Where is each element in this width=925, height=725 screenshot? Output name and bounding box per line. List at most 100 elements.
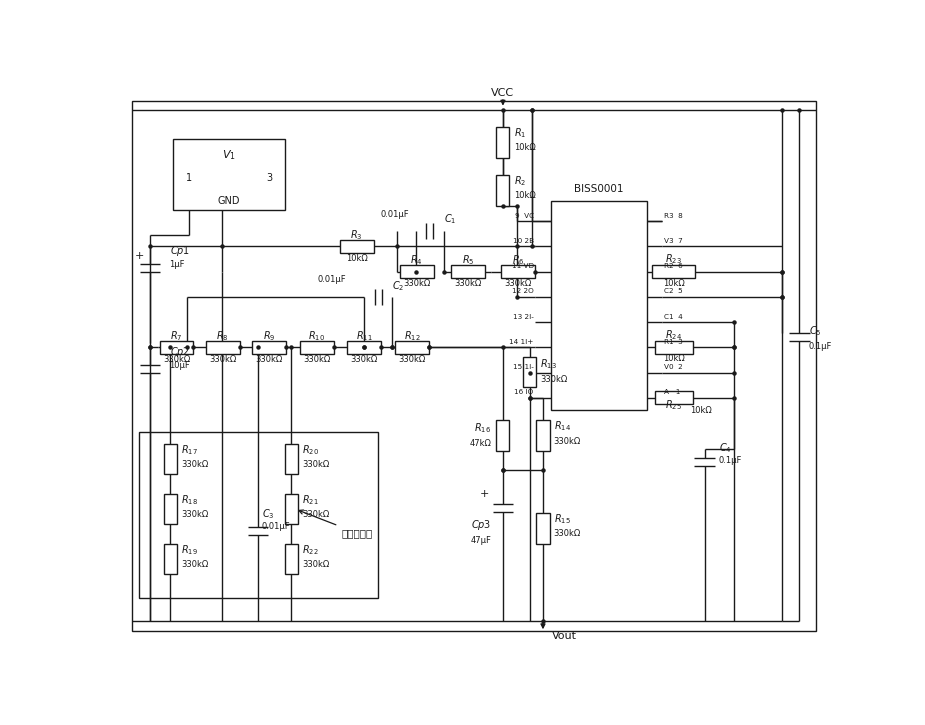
Text: 11 VD: 11 VD <box>512 263 534 269</box>
Text: 16 IO: 16 IO <box>514 389 534 395</box>
Text: R1  3: R1 3 <box>664 339 683 345</box>
Text: 10kΩ: 10kΩ <box>690 407 711 415</box>
Text: R3  8: R3 8 <box>664 212 683 219</box>
Text: $R_{12}$: $R_{12}$ <box>403 329 420 343</box>
Text: $R_4$: $R_4$ <box>411 253 423 267</box>
Text: 10kΩ: 10kΩ <box>513 144 536 152</box>
Text: VCC: VCC <box>491 88 514 98</box>
Text: 1μF: 1μF <box>169 260 185 268</box>
Text: 330kΩ: 330kΩ <box>303 355 330 364</box>
Text: $R_5$: $R_5$ <box>462 253 475 267</box>
Text: $R_7$: $R_7$ <box>170 329 183 343</box>
Text: R2  6: R2 6 <box>664 263 683 269</box>
Bar <box>205 341 240 354</box>
Text: $R_{21}$: $R_{21}$ <box>302 493 319 507</box>
Bar <box>285 444 298 474</box>
Text: $C_3$: $C_3$ <box>262 507 275 521</box>
Text: $R_{10}$: $R_{10}$ <box>308 329 325 343</box>
Bar <box>536 513 549 544</box>
Text: 13 2I-: 13 2I- <box>512 314 534 320</box>
Text: $C_1$: $C_1$ <box>444 212 456 226</box>
Text: $Cp3$: $Cp3$ <box>471 518 491 532</box>
Text: 10kΩ: 10kΩ <box>663 355 684 363</box>
Text: 330kΩ: 330kΩ <box>181 560 208 569</box>
Text: 330kΩ: 330kΩ <box>302 560 329 569</box>
Text: $R_2$: $R_2$ <box>513 174 526 188</box>
Text: 10μF: 10μF <box>169 360 191 370</box>
Text: $Cp2$: $Cp2$ <box>169 345 190 359</box>
Bar <box>140 432 378 597</box>
Text: 0.01μF: 0.01μF <box>262 522 290 531</box>
Text: $R_{18}$: $R_{18}$ <box>181 493 198 507</box>
Text: V0  2: V0 2 <box>664 364 683 370</box>
Bar <box>524 357 536 387</box>
Text: 9  VC: 9 VC <box>514 212 534 219</box>
Text: 330kΩ: 330kΩ <box>505 279 532 289</box>
Bar <box>536 420 549 451</box>
Text: $V_1$: $V_1$ <box>222 148 236 162</box>
Bar <box>159 341 193 354</box>
Text: 15 1I-: 15 1I- <box>512 364 534 370</box>
Text: $C_5$: $C_5$ <box>808 324 821 338</box>
Text: 10kΩ: 10kΩ <box>513 191 536 200</box>
Text: V3  7: V3 7 <box>664 238 683 244</box>
Text: 330kΩ: 330kΩ <box>554 436 581 446</box>
Text: GND: GND <box>218 196 240 206</box>
Bar <box>339 240 374 253</box>
Text: 10kΩ: 10kΩ <box>663 278 684 288</box>
Text: 14 1I+: 14 1I+ <box>510 339 534 345</box>
Text: 3: 3 <box>266 173 273 183</box>
Bar <box>497 175 510 206</box>
Text: 0.1μF: 0.1μF <box>808 342 832 351</box>
Text: A   1: A 1 <box>664 389 680 395</box>
Text: 12 2O: 12 2O <box>512 289 534 294</box>
Text: $R_{16}$: $R_{16}$ <box>475 421 491 435</box>
Text: 330kΩ: 330kΩ <box>399 355 426 364</box>
Text: $R_{20}$: $R_{20}$ <box>302 443 319 457</box>
Text: $R_6$: $R_6$ <box>512 253 524 267</box>
Bar <box>501 265 536 278</box>
Bar <box>164 444 177 474</box>
Text: 330kΩ: 330kΩ <box>351 355 378 364</box>
Text: $R_{25}$: $R_{25}$ <box>665 398 683 412</box>
Text: 330kΩ: 330kΩ <box>181 510 208 519</box>
Text: 330kΩ: 330kΩ <box>163 355 190 364</box>
Bar <box>550 201 647 410</box>
Text: 0.1μF: 0.1μF <box>719 456 742 465</box>
Text: 330kΩ: 330kΩ <box>455 279 482 289</box>
Bar <box>173 139 285 210</box>
Bar <box>285 544 298 574</box>
Bar <box>655 392 693 405</box>
Text: C1  4: C1 4 <box>664 314 683 320</box>
Bar <box>285 494 298 524</box>
Bar <box>652 265 696 278</box>
Text: 330kΩ: 330kΩ <box>540 375 567 384</box>
Text: $R_9$: $R_9$ <box>263 329 275 343</box>
Text: $C_4$: $C_4$ <box>719 442 732 455</box>
Bar <box>300 341 334 354</box>
Text: $R_1$: $R_1$ <box>513 126 526 140</box>
Bar <box>451 265 486 278</box>
Bar <box>348 341 381 354</box>
Bar <box>655 341 693 354</box>
Text: $R_{17}$: $R_{17}$ <box>181 443 198 457</box>
Text: 0.01μF: 0.01μF <box>381 210 410 218</box>
Text: Vout: Vout <box>552 631 577 641</box>
Text: 1: 1 <box>186 173 191 183</box>
Text: $R_{19}$: $R_{19}$ <box>181 543 198 557</box>
Text: 330kΩ: 330kΩ <box>554 529 581 538</box>
Text: +: + <box>135 252 144 262</box>
Text: 10kΩ: 10kΩ <box>346 254 367 263</box>
Text: $C_2$: $C_2$ <box>392 279 404 293</box>
Text: 10 2B: 10 2B <box>512 238 534 244</box>
Text: 330kΩ: 330kΩ <box>302 460 329 469</box>
Text: +: + <box>480 489 489 500</box>
Bar <box>497 127 510 158</box>
Text: $R_{23}$: $R_{23}$ <box>665 252 683 266</box>
Text: BISS0001: BISS0001 <box>574 184 623 194</box>
Text: 0.01μF: 0.01μF <box>317 276 346 284</box>
Text: $R_8$: $R_8$ <box>216 329 229 343</box>
Text: 330kΩ: 330kΩ <box>209 355 236 364</box>
Text: 47μF: 47μF <box>471 536 491 545</box>
Text: $R_3$: $R_3$ <box>351 228 363 241</box>
